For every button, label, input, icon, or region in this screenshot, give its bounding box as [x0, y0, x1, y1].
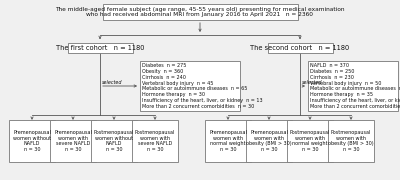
FancyBboxPatch shape — [268, 43, 332, 53]
FancyBboxPatch shape — [140, 61, 240, 111]
FancyBboxPatch shape — [9, 120, 55, 162]
Text: Premenopausal
women without
NAFLD
n = 30: Premenopausal women without NAFLD n = 30 — [13, 130, 51, 152]
Text: The first cohort   n = 1180: The first cohort n = 1180 — [56, 45, 144, 51]
FancyBboxPatch shape — [68, 43, 132, 53]
Text: Premenopausal
women with
obesity (BMI > 30)
n = 30: Premenopausal women with obesity (BMI > … — [246, 130, 292, 152]
Text: selected: selected — [302, 80, 322, 86]
Text: selected: selected — [102, 80, 122, 86]
Text: Postmenopausal
women with
normal weight
n = 30: Postmenopausal women with normal weight … — [290, 130, 330, 152]
FancyBboxPatch shape — [308, 61, 398, 111]
Text: Postmenopausal
women with
obesity (BMI > 30)
n = 30: Postmenopausal women with obesity (BMI >… — [328, 130, 374, 152]
Text: Postmenopausal
women with
severe NAFLD
n = 30: Postmenopausal women with severe NAFLD n… — [135, 130, 175, 152]
FancyBboxPatch shape — [328, 120, 374, 162]
FancyBboxPatch shape — [91, 120, 137, 162]
Text: NAFLD  n = 370
Diabetes  n = 250
Cirrhosis  n = 230
Vertebral body injury  n = 5: NAFLD n = 370 Diabetes n = 250 Cirrhosis… — [310, 63, 400, 109]
FancyBboxPatch shape — [246, 120, 292, 162]
Text: Premenopausal
women with
normal weight
n = 30: Premenopausal women with normal weight n… — [209, 130, 247, 152]
FancyBboxPatch shape — [205, 120, 251, 162]
FancyBboxPatch shape — [287, 120, 333, 162]
FancyBboxPatch shape — [102, 4, 298, 20]
Text: Diabetes  n = 275
Obesity  n = 360
Cirrhosis  n = 240
Vertebral body injury  n =: Diabetes n = 275 Obesity n = 360 Cirrhos… — [142, 63, 263, 109]
Text: The second cohort   n = 1180: The second cohort n = 1180 — [250, 45, 350, 51]
Text: The middle-aged female subject (age range, 45-55 years old) presenting for medic: The middle-aged female subject (age rang… — [55, 7, 345, 17]
Text: Postmenopausal
women without
NAFLD
n = 30: Postmenopausal women without NAFLD n = 3… — [94, 130, 134, 152]
Text: Premenopausal
women with
severe NAFLD
n = 30: Premenopausal women with severe NAFLD n … — [54, 130, 92, 152]
FancyBboxPatch shape — [50, 120, 96, 162]
FancyBboxPatch shape — [132, 120, 178, 162]
